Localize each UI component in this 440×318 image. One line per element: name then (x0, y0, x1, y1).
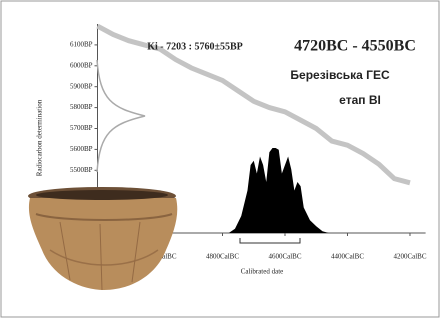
x-axis-label: Calibrated date (241, 268, 284, 276)
site-name: Березівська ГЕС (290, 68, 390, 82)
sample-label: Ki - 7203 : 5760±55BP (147, 41, 242, 52)
y-tick-label: 6000BP (70, 61, 93, 69)
y-tick-label: 5700BP (70, 124, 93, 132)
y-tick-label: 5800BP (70, 103, 93, 111)
y-tick-label: 5500BP (70, 166, 93, 174)
x-tick-label: 4400CalBC (331, 253, 364, 261)
y-tick-label: 6100BP (70, 41, 93, 49)
x-tick-label: 4800CalBC (206, 253, 239, 261)
y-axis-label: Radiocarbon determination (36, 99, 44, 176)
stage-label: етап BI (339, 93, 381, 107)
x-tick-label: 4200CalBC (393, 253, 426, 261)
x-tick-label: 4600CalBC (268, 253, 301, 261)
y-tick-label: 5600BP (70, 145, 93, 153)
y-tick-label: 5900BP (70, 82, 93, 90)
chart-title: 4720BC - 4550BC (294, 38, 416, 55)
chart: 6100BP 6000BP 5900BP 5800BP 5700BP 5600BP 5500… (0, 0, 440, 318)
